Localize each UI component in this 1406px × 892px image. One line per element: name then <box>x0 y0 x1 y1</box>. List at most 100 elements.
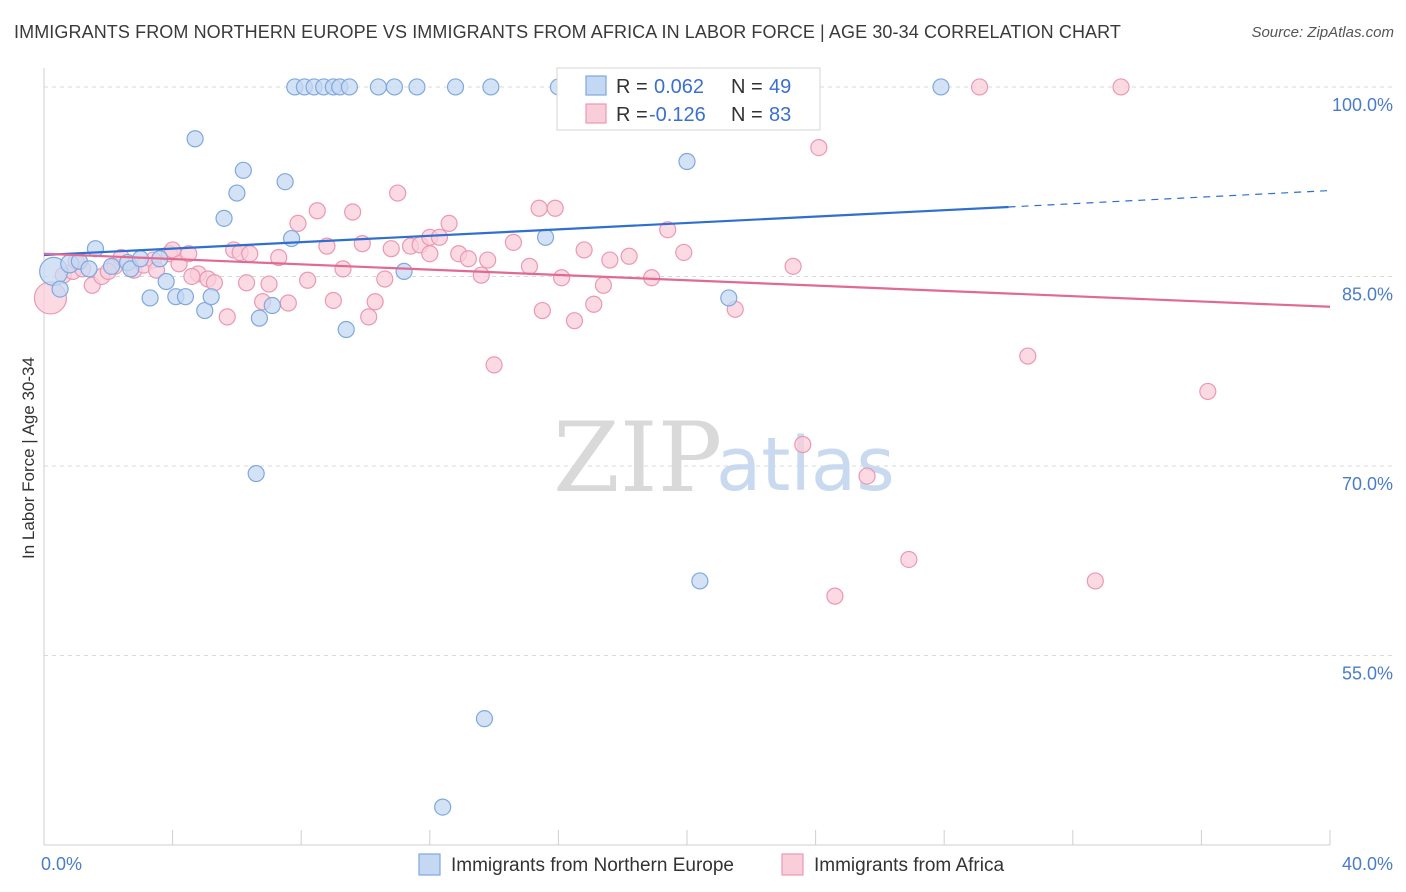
point-northern-europe <box>385 78 404 96</box>
point-africa <box>520 257 539 275</box>
y-tick-label: 100.0% <box>1332 95 1393 115</box>
watermark-atlas: atlas <box>716 422 895 508</box>
point-africa <box>1019 347 1037 365</box>
point-africa <box>472 266 490 284</box>
point-northern-europe <box>720 289 738 307</box>
point-northern-europe <box>408 78 426 96</box>
point-africa <box>594 276 613 294</box>
point-northern-europe <box>215 209 233 227</box>
point-africa <box>620 247 638 265</box>
point-africa <box>376 270 394 288</box>
point-africa <box>826 587 844 605</box>
point-africa <box>565 312 584 330</box>
legend-r-label-pink: R = <box>616 104 648 126</box>
point-northern-europe <box>263 296 281 315</box>
point-africa <box>459 250 477 268</box>
point-northern-europe <box>475 710 494 728</box>
bottom-legend-swatch-pink <box>781 853 804 876</box>
point-africa <box>382 240 400 258</box>
point-africa <box>270 248 288 267</box>
point-africa <box>205 274 223 292</box>
point-africa <box>1199 382 1217 401</box>
point-africa <box>334 260 352 278</box>
point-northern-europe <box>369 78 387 96</box>
point-africa <box>180 245 198 263</box>
point-africa <box>504 233 522 251</box>
point-northern-europe <box>340 78 359 96</box>
point-africa <box>344 203 362 221</box>
point-africa <box>546 199 564 217</box>
point-northern-europe <box>250 309 269 327</box>
point-africa <box>900 550 918 569</box>
point-northern-europe <box>282 229 301 248</box>
point-northern-europe <box>395 262 413 281</box>
point-africa <box>659 221 677 239</box>
point-northern-europe <box>157 272 175 291</box>
trend-line-africa <box>43 252 1331 308</box>
point-africa <box>553 269 571 287</box>
point-africa <box>675 243 693 262</box>
point-northern-europe <box>276 173 294 191</box>
point-africa <box>485 356 503 374</box>
point-africa <box>260 275 278 293</box>
legend-r-value-blue: 0.062 <box>654 76 704 98</box>
point-northern-europe <box>80 260 98 278</box>
trend-line-northern-europe <box>43 205 1009 257</box>
legend-n-label-blue: N = <box>731 76 763 98</box>
point-africa <box>575 241 593 259</box>
point-africa <box>430 228 449 246</box>
point-africa <box>366 293 384 311</box>
watermark-zip: ZIP <box>553 402 722 514</box>
point-africa <box>858 467 876 485</box>
y-tick-label: 70.0% <box>1342 474 1393 494</box>
point-africa <box>360 308 378 326</box>
axes-layer <box>43 68 1330 846</box>
y-axis-label: In Labor Force | Age 30-34 <box>19 357 38 559</box>
point-northern-europe <box>234 161 252 179</box>
bottom-legend-swatch-blue <box>418 853 441 876</box>
point-northern-europe <box>446 78 465 96</box>
bottom-legend-label-pink: Immigrants from Africa <box>814 855 1004 876</box>
legend-r-label-blue: R = <box>616 76 648 98</box>
point-africa <box>237 274 256 292</box>
y-tick-label: 55.0% <box>1342 663 1393 683</box>
point-africa <box>324 291 342 310</box>
stats-legend: R = 0.062 N = 49 R = -0.126 N = 83 <box>556 67 821 131</box>
point-africa <box>970 78 989 96</box>
y-tick-label: 85.0% <box>1342 284 1393 304</box>
point-northern-europe <box>337 320 355 339</box>
point-northern-europe <box>51 280 69 298</box>
point-northern-europe <box>434 798 452 816</box>
point-northern-europe <box>141 289 159 307</box>
watermark: ZIP atlas <box>553 402 895 514</box>
point-northern-europe <box>196 301 214 320</box>
point-northern-europe <box>247 464 265 483</box>
x-tick-label: 40.0% <box>1342 854 1393 874</box>
point-northern-europe <box>186 130 204 148</box>
legend-swatch-blue <box>585 75 607 96</box>
x-tick-label: 0.0% <box>41 854 82 874</box>
point-africa <box>1112 78 1130 96</box>
legend-n-value-blue: 49 <box>769 76 791 98</box>
point-africa <box>794 435 812 454</box>
scatter-points <box>33 78 1217 816</box>
point-northern-europe <box>102 257 121 275</box>
point-africa <box>299 271 317 289</box>
point-africa <box>530 199 548 217</box>
point-africa <box>241 245 259 263</box>
point-africa <box>533 301 551 320</box>
legend-swatch-pink <box>585 103 607 124</box>
chart-title: IMMIGRANTS FROM NORTHERN EUROPE VS IMMIG… <box>14 22 1122 42</box>
point-africa <box>479 251 497 269</box>
bottom-legend: Immigrants from Northern Europe Immigran… <box>418 853 1004 876</box>
point-africa <box>421 245 439 263</box>
legend-n-label-pink: N = <box>731 104 763 126</box>
point-africa <box>440 214 458 232</box>
bottom-legend-label-blue: Immigrants from Northern Europe <box>451 855 734 876</box>
legend-n-value-pink: 83 <box>769 104 791 126</box>
tick-labels: 100.0% 85.0% 70.0% 55.0% 0.0% 40.0% <box>41 95 1393 874</box>
source-label: Source: ZipAtlas.com <box>1251 24 1394 41</box>
trend-line-northern-europe-projection <box>1008 189 1331 208</box>
point-africa <box>810 138 828 157</box>
